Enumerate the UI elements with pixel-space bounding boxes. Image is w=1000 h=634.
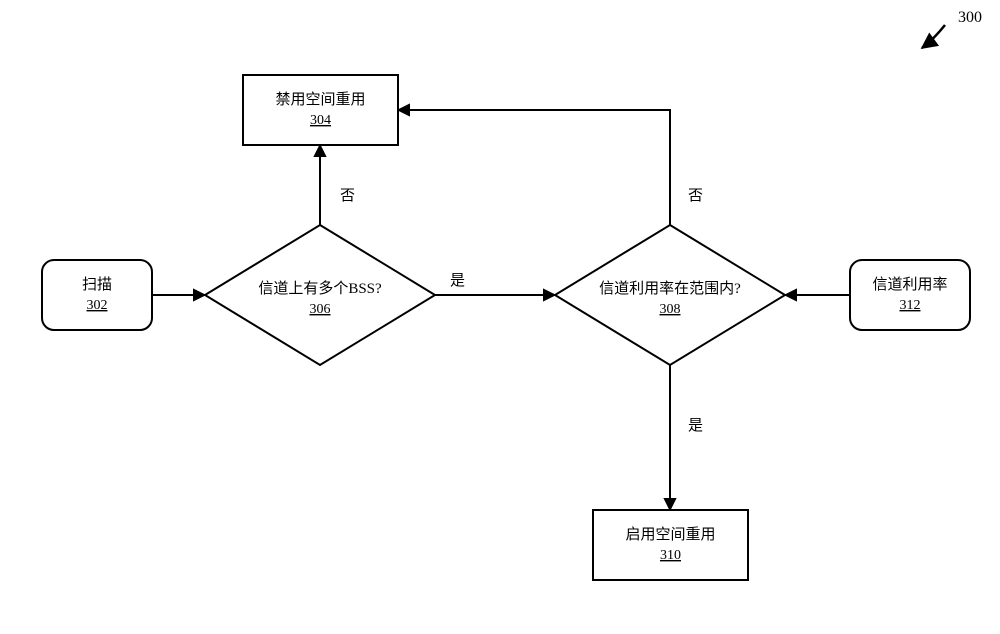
node-n302: 扫描 302 xyxy=(42,260,152,330)
node-label-n304: 禁用空间重用 xyxy=(275,91,365,108)
edge-e308-304 xyxy=(398,110,670,225)
edge-label-e306-304: 否 xyxy=(340,188,355,204)
figure-ref-arrow xyxy=(922,25,945,48)
node-shape-n310 xyxy=(593,510,748,580)
node-n312: 信道利用率 312 xyxy=(850,260,970,330)
node-label-n308: 信道利用率在范围内? xyxy=(599,280,741,297)
node-label-n310: 启用空间重用 xyxy=(625,526,715,543)
edge-label-e308-304: 否 xyxy=(688,188,703,204)
edge-label-e308-310: 是 xyxy=(688,418,703,434)
node-label-n306: 信道上有多个BSS? xyxy=(258,280,382,297)
node-ref-n306: 306 xyxy=(310,302,331,317)
node-label-n302: 扫描 xyxy=(82,276,112,293)
node-shape-n312 xyxy=(850,260,970,330)
node-shape-n302 xyxy=(42,260,152,330)
node-label-n312: 信道利用率 xyxy=(872,276,947,293)
nodes-group: 扫描 302 禁用空间重用 304 信道上有多个BSS? 306 信道利用率在范围内? 308… xyxy=(42,75,970,580)
node-ref-n310: 310 xyxy=(660,548,681,563)
node-ref-n304: 304 xyxy=(310,113,331,128)
node-n310: 启用空间重用 310 xyxy=(593,510,748,580)
node-n308: 信道利用率在范围内? 308 xyxy=(555,225,785,365)
figure-ref-label: 300 xyxy=(958,9,982,26)
node-ref-n308: 308 xyxy=(660,302,681,317)
node-n306: 信道上有多个BSS? 306 xyxy=(205,225,435,365)
node-ref-n302: 302 xyxy=(87,298,108,313)
node-shape-n304 xyxy=(243,75,398,145)
node-n304: 禁用空间重用 304 xyxy=(243,75,398,145)
node-ref-n312: 312 xyxy=(900,298,921,313)
edge-label-e306-308: 是 xyxy=(450,273,465,289)
